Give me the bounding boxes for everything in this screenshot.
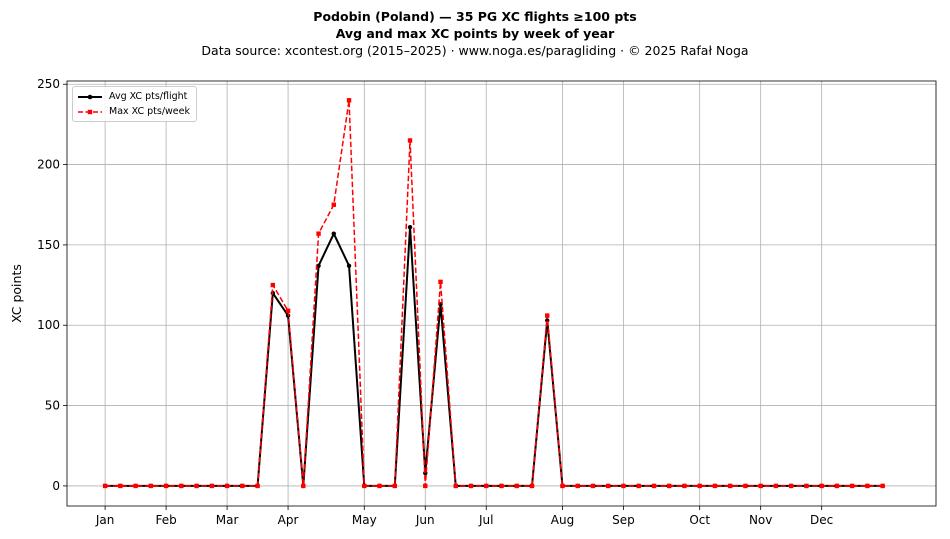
data-point-max <box>240 483 245 489</box>
data-point-max <box>682 483 687 489</box>
data-point-avg <box>316 263 321 268</box>
data-point-max <box>331 202 336 207</box>
y-tick-label: 50 <box>45 399 60 413</box>
y-axis-label: XC points <box>9 264 24 323</box>
data-point-max <box>667 483 672 489</box>
data-point-max <box>270 282 276 288</box>
chart-legend: Avg XC pts/flight Max XC pts/week <box>72 86 197 122</box>
data-point-max <box>148 483 154 489</box>
data-point-max <box>255 483 260 489</box>
y-tick-label: 250 <box>37 77 60 91</box>
y-tick-label: 200 <box>37 158 60 172</box>
data-point-max <box>224 483 230 489</box>
y-tick-label: 150 <box>37 238 60 252</box>
data-point-max <box>697 483 702 489</box>
data-point-max <box>499 483 504 489</box>
data-point-max <box>880 483 885 489</box>
data-point-max <box>209 483 215 489</box>
data-point-max <box>194 483 199 489</box>
data-point-max <box>407 138 413 143</box>
x-tick-label: Jan <box>95 513 115 527</box>
data-point-max <box>849 483 855 489</box>
data-point-max <box>102 483 108 489</box>
series-line-avg <box>105 226 883 487</box>
data-point-max <box>362 483 367 489</box>
data-point-max <box>575 483 580 489</box>
x-tick-label: May <box>352 513 377 527</box>
data-point-max <box>819 483 824 489</box>
data-point-max <box>529 483 535 489</box>
data-point-max <box>651 483 657 489</box>
legend-swatch-max <box>78 109 102 114</box>
data-point-max <box>133 483 138 489</box>
data-point-max <box>392 483 397 489</box>
data-point-max <box>514 483 519 489</box>
data-point-max <box>804 483 809 489</box>
data-point-max <box>865 483 870 489</box>
data-point-max <box>468 483 474 489</box>
data-point-max <box>834 483 840 489</box>
data-point-max <box>758 483 763 489</box>
x-tick-label: Nov <box>749 513 772 527</box>
data-point-max <box>438 279 443 285</box>
x-tick-label: Jul <box>478 513 493 527</box>
x-tick-label: Aug <box>551 513 574 527</box>
plot-frame <box>66 80 937 507</box>
data-point-max <box>621 483 626 489</box>
x-tick-label: Apr <box>278 513 299 527</box>
series-line-max <box>105 99 883 487</box>
data-point-max <box>545 313 550 318</box>
chart-title: Podobin (Poland) — 35 PG XC flights ≥100… <box>313 9 637 24</box>
data-point-max <box>606 483 611 489</box>
data-point-max <box>346 98 352 103</box>
data-point-max <box>285 308 291 313</box>
x-tick-label: Mar <box>216 513 239 527</box>
data-point-max <box>484 483 489 489</box>
data-point-max <box>316 231 321 236</box>
data-point-avg <box>331 231 336 236</box>
legend-label-max: Max XC pts/week <box>109 106 190 117</box>
data-point-max <box>560 483 565 489</box>
data-point-max <box>179 483 184 489</box>
data-point-max <box>163 483 169 489</box>
data-point-max <box>712 483 718 489</box>
x-tick-label: Feb <box>155 513 176 527</box>
data-point-max <box>590 483 596 489</box>
data-point-avg <box>346 263 352 268</box>
x-tick-label: Oct <box>689 513 710 527</box>
chart-subtitle: Avg and max XC points by week of year <box>335 26 615 41</box>
y-tick-label: 0 <box>52 479 60 493</box>
data-point-max <box>301 483 306 489</box>
x-tick-label: Dec <box>810 513 833 527</box>
legend-entry-max: Max XC pts/week <box>77 104 190 119</box>
legend-label-avg: Avg XC pts/flight <box>109 91 188 102</box>
data-point-avg <box>407 225 413 230</box>
x-tick-label: Sep <box>612 513 635 527</box>
data-point-max <box>773 483 779 489</box>
data-point-max <box>118 483 123 489</box>
x-tick-label: Jun <box>415 513 435 527</box>
legend-entry-avg: Avg XC pts/flight <box>77 89 190 104</box>
data-point-max <box>453 483 458 489</box>
data-point-max <box>423 483 428 489</box>
data-point-max <box>788 483 794 489</box>
data-point-max <box>377 483 382 489</box>
chart-title-block: Podobin (Poland) — 35 PG XC flights ≥100… <box>0 8 950 59</box>
y-tick-label: 100 <box>37 318 60 332</box>
data-point-max <box>727 483 733 489</box>
data-point-max <box>743 483 748 489</box>
data-point-max <box>636 483 641 489</box>
chart-source-line: Data source: xcontest.org (2015–2025) · … <box>201 43 749 58</box>
legend-swatch-avg <box>78 94 102 99</box>
